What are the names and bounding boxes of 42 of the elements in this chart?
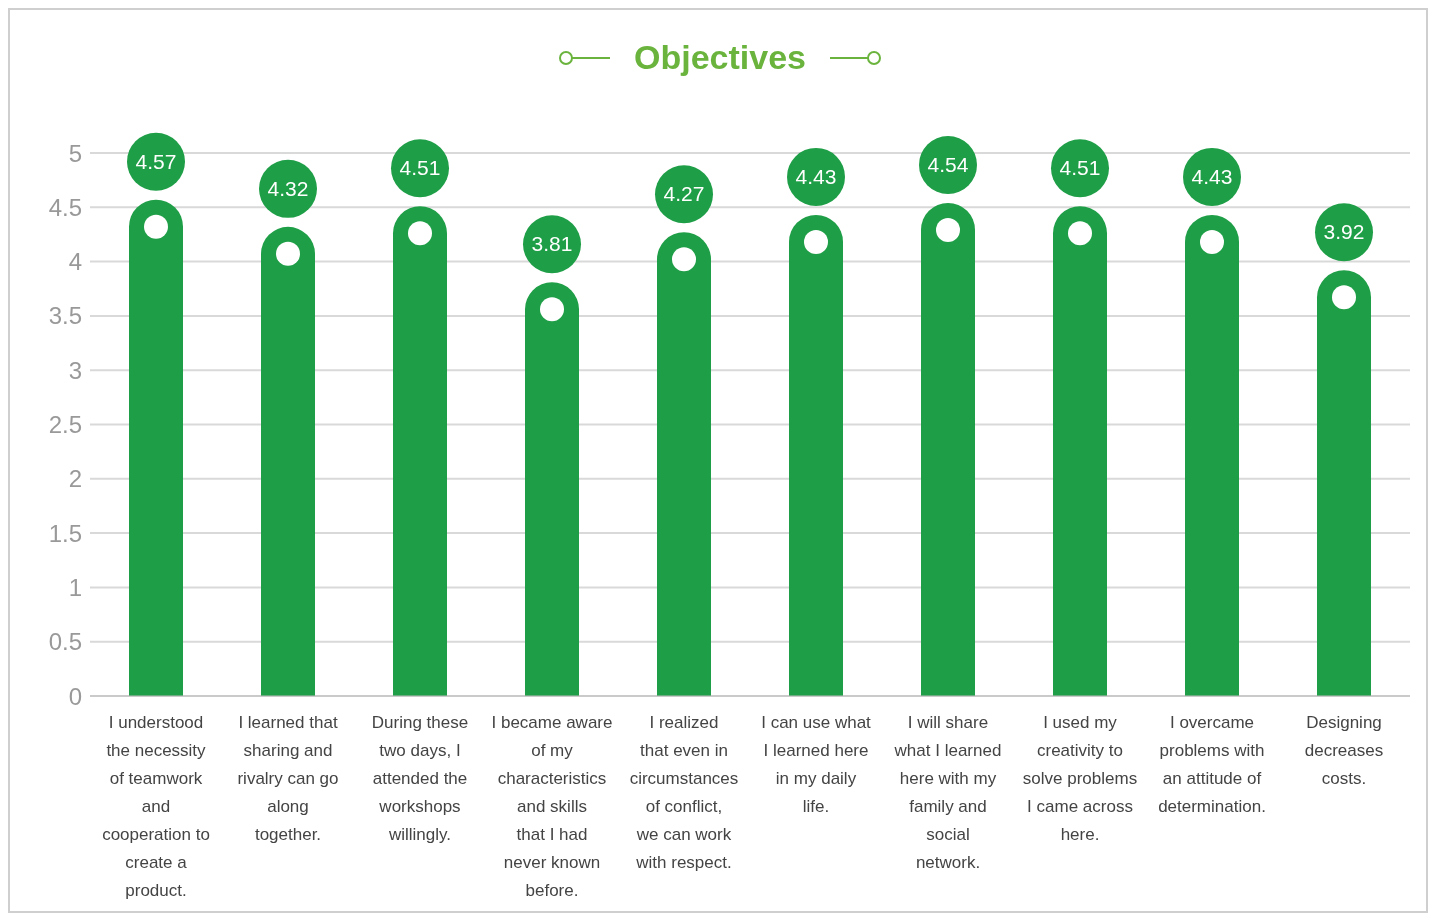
data-label: 4.54	[927, 152, 969, 176]
data-label: 3.81	[531, 232, 573, 256]
bar	[1317, 270, 1371, 696]
bar	[393, 206, 447, 696]
bar	[261, 226, 315, 696]
y-tick-label: 4.5	[48, 193, 82, 221]
x-tick-label: I will share what I learned here with my family and social network.	[893, 713, 1002, 872]
data-label: 3.92	[1323, 220, 1365, 244]
x-tick-label: Designing decreases costs.	[1304, 713, 1384, 788]
data-label: 4.27	[663, 182, 705, 206]
chart-title: Objectives	[634, 38, 806, 77]
bar	[129, 199, 183, 696]
bar	[525, 282, 579, 696]
bar	[657, 232, 711, 696]
data-label: 4.51	[1059, 156, 1101, 180]
data-label: 4.57	[135, 149, 177, 173]
data-label: 4.32	[267, 176, 309, 200]
x-tick-label: I became aware of my characteristics and skills that I had never known before.	[491, 713, 613, 900]
y-tick-label: 3	[68, 356, 82, 384]
bar	[789, 214, 843, 696]
data-label: 4.51	[399, 156, 441, 180]
x-tick-label: During these two days, I attended the workshops willingly.	[371, 713, 469, 844]
y-tick-label: 4	[68, 248, 82, 276]
y-tick-label: 3.5	[48, 302, 82, 330]
bar	[921, 203, 975, 696]
bar	[1053, 206, 1107, 696]
y-tick-label: 2.5	[48, 411, 82, 439]
x-tick-label: I realized that even in circumstances of conflict, we can work with respect.	[629, 713, 739, 872]
bar	[1185, 214, 1239, 696]
x-tick-label: I overcame problems with an attitude of determination.	[1158, 713, 1266, 816]
y-tick-label: 1	[68, 573, 82, 601]
x-tick-label: I learned that sharing and rivalry can go along together.	[237, 713, 339, 844]
y-tick-label: 0	[68, 682, 82, 710]
x-tick-label: I used my creativity to solve problems I came across here.	[1022, 713, 1138, 844]
x-tick-label: I understood the necessity of teamwork and cooperation to create a product.	[102, 713, 210, 900]
x-tick-label: I can use what I learned here in my daily life.	[761, 713, 872, 816]
y-tick-label: 2	[68, 465, 82, 493]
data-label: 4.43	[795, 164, 837, 188]
y-tick-label: 5	[68, 139, 82, 167]
data-label: 4.43	[1191, 164, 1233, 188]
y-tick-label: 0.5	[48, 628, 82, 656]
y-tick-label: 1.5	[48, 519, 82, 547]
